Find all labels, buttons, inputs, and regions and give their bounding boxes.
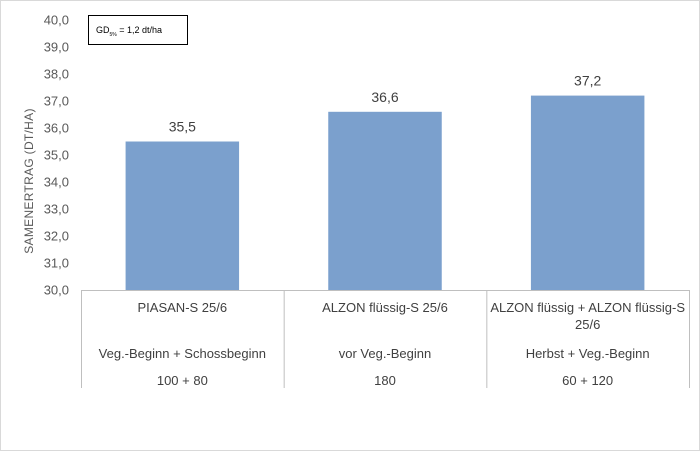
y-tick-label: 38,0 bbox=[44, 67, 69, 82]
bars: 35,5 36,6 37,2 bbox=[125, 73, 645, 290]
category-timing: vor Veg.-Beginn bbox=[339, 346, 432, 361]
y-tick-label: 39,0 bbox=[44, 40, 69, 55]
y-tick-label: 37,0 bbox=[44, 94, 69, 109]
category-timing: Herbst + Veg.-Beginn bbox=[526, 346, 650, 361]
category-amount: 60 + 120 bbox=[562, 373, 613, 388]
y-tick-label: 32,0 bbox=[44, 229, 69, 244]
y-tick-label: 31,0 bbox=[44, 256, 69, 271]
y-tick-label: 34,0 bbox=[44, 175, 69, 190]
bar bbox=[530, 95, 645, 290]
y-tick-label: 33,0 bbox=[44, 202, 69, 217]
data-label: 37,2 bbox=[574, 73, 601, 89]
lsd-annotation: GD5% = 1,2 dt/ha bbox=[88, 15, 188, 45]
y-axis: 30,0 31,0 32,0 33,0 34,0 35,0 36,0 37,0 38,0 39,0… bbox=[44, 13, 69, 298]
category-amount: 180 bbox=[374, 373, 396, 388]
category-amount: 100 + 80 bbox=[157, 373, 208, 388]
category-timing: Veg.-Beginn + Schossbeginn bbox=[99, 346, 266, 361]
category-name: ALZON flüssig-S 25/6 bbox=[322, 300, 448, 315]
lsd-prefix: GD bbox=[96, 25, 110, 35]
lsd-value: = 1,2 dt/ha bbox=[116, 25, 163, 35]
bar bbox=[125, 141, 240, 290]
y-tick-label: 36,0 bbox=[44, 121, 69, 136]
bar bbox=[328, 111, 442, 290]
y-tick-label: 35,0 bbox=[44, 148, 69, 163]
y-axis-label: SAMENERTRAG (DT/HA) bbox=[22, 108, 36, 254]
data-label: 36,6 bbox=[371, 89, 398, 105]
category-name: PIASAN-S 25/6 bbox=[138, 300, 228, 315]
y-tick-label: 40,0 bbox=[44, 13, 69, 28]
lsd-subscript: 5% bbox=[109, 31, 117, 38]
y-tick-label: 30,0 bbox=[44, 283, 69, 298]
category-name: 25/6 bbox=[575, 317, 600, 332]
category-name: ALZON flüssig + ALZON flüssig-S bbox=[490, 300, 685, 315]
category-axis: PIASAN-S 25/6 Veg.-Beginn + Schossbeginn 1… bbox=[81, 290, 690, 388]
data-label: 35,5 bbox=[169, 119, 196, 135]
